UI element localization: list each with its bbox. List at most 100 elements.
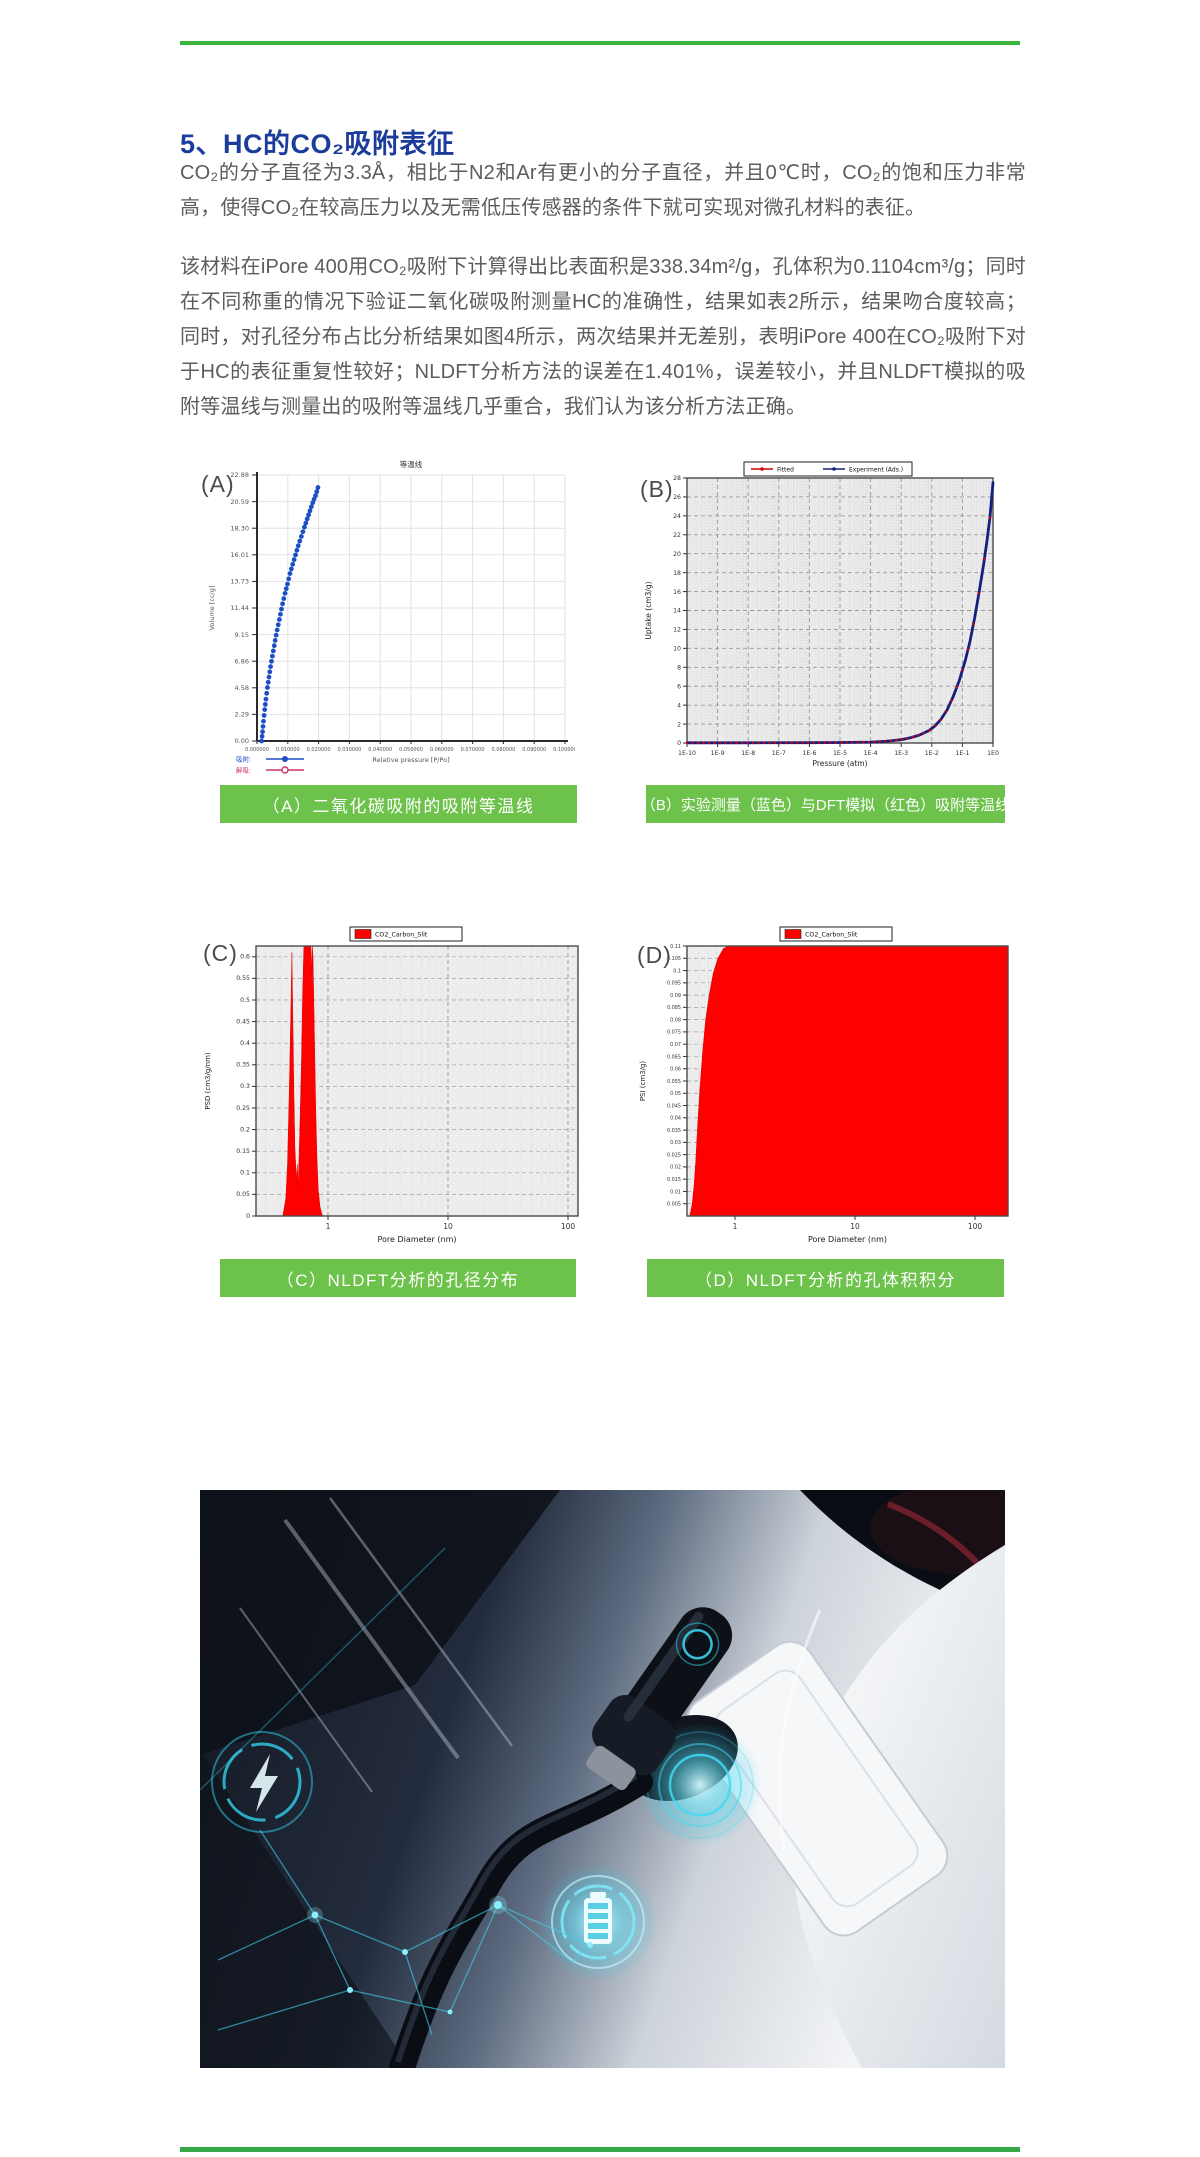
svg-text:Pore Diameter (nm): Pore Diameter (nm)	[808, 1235, 887, 1244]
svg-text:0: 0	[246, 1213, 250, 1220]
svg-text:26: 26	[673, 494, 681, 501]
svg-text:0.050000: 0.050000	[399, 747, 423, 753]
svg-text:1: 1	[326, 1222, 331, 1231]
svg-text:0.095: 0.095	[667, 981, 681, 987]
svg-text:1E0: 1E0	[987, 750, 999, 757]
svg-text:CO2_Carbon_Slit: CO2_Carbon_Slit	[375, 931, 428, 938]
figure-b-label: (B)	[640, 476, 674, 502]
svg-text:1E-5: 1E-5	[833, 750, 847, 757]
svg-text:4: 4	[677, 702, 681, 709]
svg-text:1E-2: 1E-2	[925, 750, 939, 757]
svg-text:0.055: 0.055	[667, 1079, 681, 1085]
svg-text:6: 6	[677, 683, 681, 690]
ev-charging-photo	[200, 1490, 1005, 2068]
svg-text:0.030000: 0.030000	[337, 747, 361, 753]
svg-text:8: 8	[677, 664, 681, 671]
svg-text:0.100000: 0.100000	[553, 747, 575, 753]
svg-text:0.45: 0.45	[236, 1018, 250, 1025]
svg-text:1E-8: 1E-8	[741, 750, 755, 757]
figure-d-label: (D)	[637, 942, 672, 968]
svg-text:0.025: 0.025	[667, 1152, 681, 1158]
figure-d-cumulative-pore-volume: 0.005 0.01 0.015 0.02 0.025 0.03 0.035 0.04 0.04…	[635, 923, 1020, 1257]
svg-text:解吸:: 解吸:	[236, 766, 251, 775]
svg-text:0.02: 0.02	[670, 1165, 681, 1171]
paragraph-co2-properties: CO₂的分子直径为3.3Å，相比于N2和Ar有更小的分子直径，并且0℃时，CO₂…	[180, 162, 1026, 219]
svg-text:CO2_Carbon_Slit: CO2_Carbon_Slit	[805, 931, 858, 938]
caption-figure-a: （A）二氧化碳吸附的吸附等温线	[220, 785, 577, 823]
svg-text:0.4: 0.4	[240, 1040, 250, 1047]
svg-text:2: 2	[677, 721, 681, 728]
charging-plug	[586, 1607, 733, 1790]
svg-text:22: 22	[673, 532, 681, 539]
svg-text:28: 28	[673, 475, 681, 482]
svg-text:Relative pressure [P/Po]: Relative pressure [P/Po]	[372, 756, 449, 764]
battery-icon	[584, 1898, 612, 1944]
figure-b-dft-fit: 0 2 4 6 8 10 12 14 16 18 20 22 24 26 28 1E-10 1E-9 1E-8 1E…	[640, 458, 1010, 782]
svg-text:1E-6: 1E-6	[802, 750, 816, 757]
charge-port-flap	[685, 1640, 949, 1937]
svg-text:等温线: 等温线	[400, 459, 423, 469]
svg-text:Experiment (Ads.): Experiment (Ads.)	[849, 466, 903, 473]
svg-text:0.35: 0.35	[236, 1062, 250, 1069]
svg-text:0.06: 0.06	[670, 1067, 681, 1073]
svg-text:1E-1: 1E-1	[955, 750, 969, 757]
battery-cap-icon	[590, 1892, 606, 1898]
cyan-streak	[200, 1547, 446, 1791]
svg-text:4.58: 4.58	[235, 684, 249, 692]
svg-text:Pressure (atm): Pressure (atm)	[812, 759, 867, 768]
svg-text:Fitted: Fitted	[777, 466, 794, 473]
svg-text:0.015: 0.015	[667, 1177, 681, 1183]
cable-highlight	[395, 1773, 638, 2063]
svg-text:0.04: 0.04	[670, 1116, 681, 1122]
figure-c-label: (C)	[203, 940, 238, 966]
svg-text:13.73: 13.73	[230, 578, 249, 586]
bottom-divider-rule	[180, 2147, 1020, 2152]
svg-text:0.07: 0.07	[670, 1042, 681, 1048]
svg-text:20: 20	[673, 551, 681, 558]
svg-text:0.1: 0.1	[673, 968, 681, 974]
svg-text:0.045: 0.045	[667, 1103, 681, 1109]
svg-text:0.6: 0.6	[240, 954, 250, 961]
svg-text:0.070000: 0.070000	[461, 747, 485, 753]
svg-text:1E-7: 1E-7	[772, 750, 786, 757]
top-divider-rule	[180, 41, 1020, 45]
svg-text:0.1: 0.1	[240, 1170, 250, 1177]
svg-text:100: 100	[561, 1222, 576, 1231]
cumulative-pore-volume-chart: 0.005 0.01 0.015 0.02 0.025 0.03 0.035 0.04 0.04…	[639, 926, 1009, 1244]
svg-text:9.15: 9.15	[235, 631, 249, 639]
svg-text:1: 1	[733, 1222, 738, 1231]
svg-text:0.080000: 0.080000	[491, 747, 515, 753]
svg-text:6.86: 6.86	[235, 657, 249, 665]
svg-text:0.03: 0.03	[670, 1140, 681, 1146]
co2-isotherm-chart: 22.88 20.59 18.30 16.01 13.73 11.44 9.15 6.86 4.…	[200, 455, 575, 787]
svg-text:0.040000: 0.040000	[368, 747, 392, 753]
battery-hud	[538, 1862, 658, 1982]
svg-text:0.09: 0.09	[670, 993, 681, 999]
svg-text:0.01: 0.01	[670, 1189, 681, 1195]
caption-figure-d: （D）NLDFT分析的孔体积积分	[647, 1259, 1004, 1297]
charging-cable	[389, 1769, 653, 2068]
svg-text:0.105: 0.105	[667, 956, 681, 962]
svg-text:16.01: 16.01	[230, 551, 249, 559]
svg-text:0.000000: 0.000000	[245, 747, 269, 753]
svg-text:0.005: 0.005	[667, 1202, 681, 1208]
svg-text:0.090000: 0.090000	[522, 747, 546, 753]
svg-text:2.29: 2.29	[235, 711, 249, 719]
svg-text:0.05: 0.05	[236, 1191, 250, 1198]
svg-text:0.25: 0.25	[236, 1105, 250, 1112]
foreground-shadow	[200, 1750, 410, 2068]
svg-text:0.05: 0.05	[670, 1091, 681, 1097]
caption-figure-b: （B）实验测量（蓝色）与DFT模拟（红色）吸附等温线	[641, 785, 1010, 823]
paragraph-measurement-results: 该材料在iPore 400用CO₂吸附下计算得出比表面积是338.34m²/g，…	[180, 256, 1026, 418]
svg-text:0: 0	[677, 740, 681, 747]
svg-text:0.035: 0.035	[667, 1128, 681, 1134]
svg-text:10: 10	[850, 1222, 860, 1231]
svg-text:Pore Diameter (nm): Pore Diameter (nm)	[377, 1235, 456, 1244]
svg-text:24: 24	[673, 513, 681, 520]
svg-text:1E-9: 1E-9	[711, 750, 725, 757]
svg-text:0.060000: 0.060000	[430, 747, 454, 753]
svg-text:1E-4: 1E-4	[864, 750, 878, 757]
svg-text:11.44: 11.44	[230, 604, 249, 612]
svg-text:Volume [cc/g]: Volume [cc/g]	[208, 586, 216, 631]
